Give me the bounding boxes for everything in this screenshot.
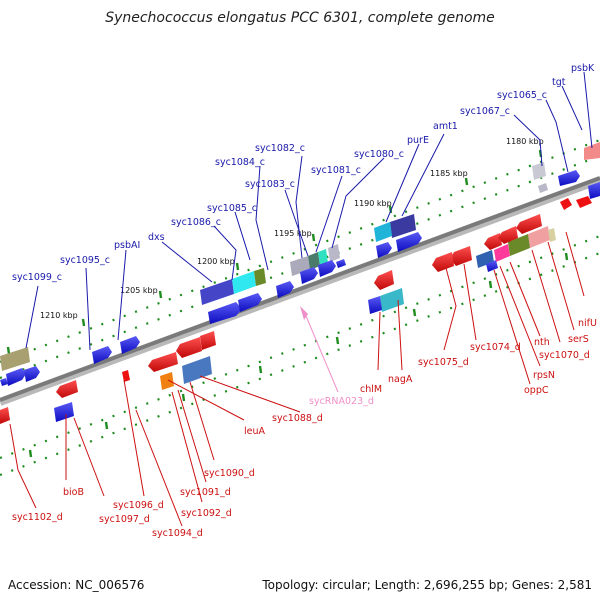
genome-backbone-core [0, 176, 600, 402]
gene-label[interactable]: syc1082_c [255, 143, 305, 154]
gene-label[interactable]: syc1095_c [60, 255, 110, 266]
inner-tick-row-b [0, 251, 600, 477]
gene-label[interactable]: syc1075_d [418, 357, 469, 368]
gene-label[interactable]: syc1080_c [354, 149, 404, 160]
genome-title: Synechococcus elongatus PCC 6301, comple… [105, 10, 495, 26]
gene-label[interactable]: chlM [360, 384, 382, 395]
gene-label[interactable]: syc1088_d [272, 413, 323, 424]
gene-label[interactable]: syc1090_d [204, 468, 255, 479]
gene-label[interactable]: oppC [524, 385, 549, 396]
tick-label: 1185 kbp [430, 169, 468, 178]
gene-label[interactable]: syc1081_c [311, 165, 361, 176]
gene-label[interactable]: syc1065_c [497, 90, 547, 101]
gene-label[interactable]: syc1102_d [12, 512, 63, 523]
gene-label[interactable]: syc1096_d [113, 500, 164, 511]
tick-labels: 1180 kbp 1185 kbp 1190 kbp 1195 kbp 1200… [40, 137, 544, 320]
gene-label[interactable]: amt1 [433, 121, 458, 132]
gene-label[interactable]: purE [407, 135, 429, 146]
gene-label[interactable]: syc1070_d [539, 350, 590, 361]
tick-label: 1205 kbp [120, 286, 158, 295]
gene-label[interactable]: psbK [571, 63, 595, 74]
tick-label: 1210 kbp [40, 311, 78, 320]
rna-gene-label[interactable]: sycRNA023_d [309, 396, 374, 407]
reverse-gene-labels: nifU serS syc1070_d nth rpsN oppC syc107… [12, 318, 597, 539]
forward-gene-labels: psbK tgt syc1065_c syc1067_c amt1 purE s… [12, 63, 595, 283]
gene-label[interactable]: serS [568, 334, 589, 345]
gene-label[interactable]: syc1091_d [180, 487, 231, 498]
accession-text: Accession: NC_006576 [8, 578, 145, 592]
gene-label[interactable]: nagA [388, 374, 413, 385]
rna-leader-line [305, 315, 339, 393]
tick-marks [6, 149, 569, 458]
genome-summary-text: Topology: circular; Length: 2,696,255 bp… [262, 578, 592, 592]
gene-label[interactable]: syc1074_d [470, 342, 521, 353]
gene-label[interactable]: syc1097_d [99, 514, 150, 525]
gene-label[interactable]: psbAI [114, 240, 140, 251]
gene-label[interactable]: nth [534, 337, 550, 348]
gene-label[interactable]: syc1099_c [12, 272, 62, 283]
tick-label: 1195 kbp [274, 229, 312, 238]
gene-label[interactable]: tgt [552, 77, 566, 88]
gene-label[interactable]: syc1084_c [215, 157, 265, 168]
reverse-leader-lines [9, 231, 585, 527]
tick-label: 1180 kbp [506, 137, 544, 146]
forward-leader-lines [25, 71, 593, 351]
gene-label[interactable]: rpsN [533, 370, 555, 381]
gene-label[interactable]: nifU [578, 318, 597, 329]
gene-label[interactable]: syc1094_d [152, 528, 203, 539]
tick-label: 1190 kbp [354, 199, 392, 208]
gene-label[interactable]: bioB [63, 487, 84, 498]
forward-gene-features [0, 142, 600, 386]
gene-label[interactable]: syc1083_c [245, 179, 295, 190]
gene-label[interactable]: syc1067_c [460, 106, 510, 117]
gene-label[interactable]: syc1086_c [171, 217, 221, 228]
tick-label: 1200 kbp [197, 257, 235, 266]
gene-label[interactable]: syc1092_d [181, 508, 232, 519]
gene-label[interactable]: syc1085_c [207, 203, 257, 214]
gene-label[interactable]: leuA [244, 426, 266, 437]
reverse-gene-features [0, 214, 556, 424]
gene-label[interactable]: dxs [148, 232, 165, 243]
